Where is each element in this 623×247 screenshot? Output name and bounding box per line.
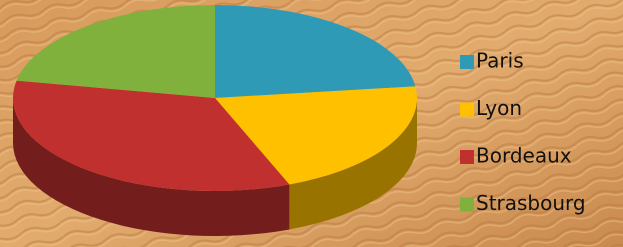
legend-swatch: [460, 103, 474, 117]
legend-label: Bordeaux: [476, 144, 572, 168]
screen: Paris Lyon Bordeaux Strasbourg: [0, 0, 623, 247]
legend-label: Lyon: [476, 96, 522, 120]
legend-label: Strasbourg: [476, 191, 586, 215]
legend-label: Paris: [476, 49, 524, 73]
legend-swatch: [460, 150, 474, 164]
legend-swatch: [460, 198, 474, 212]
chart: Paris Lyon Bordeaux Strasbourg: [0, 0, 623, 247]
legend-swatch: [460, 55, 474, 69]
